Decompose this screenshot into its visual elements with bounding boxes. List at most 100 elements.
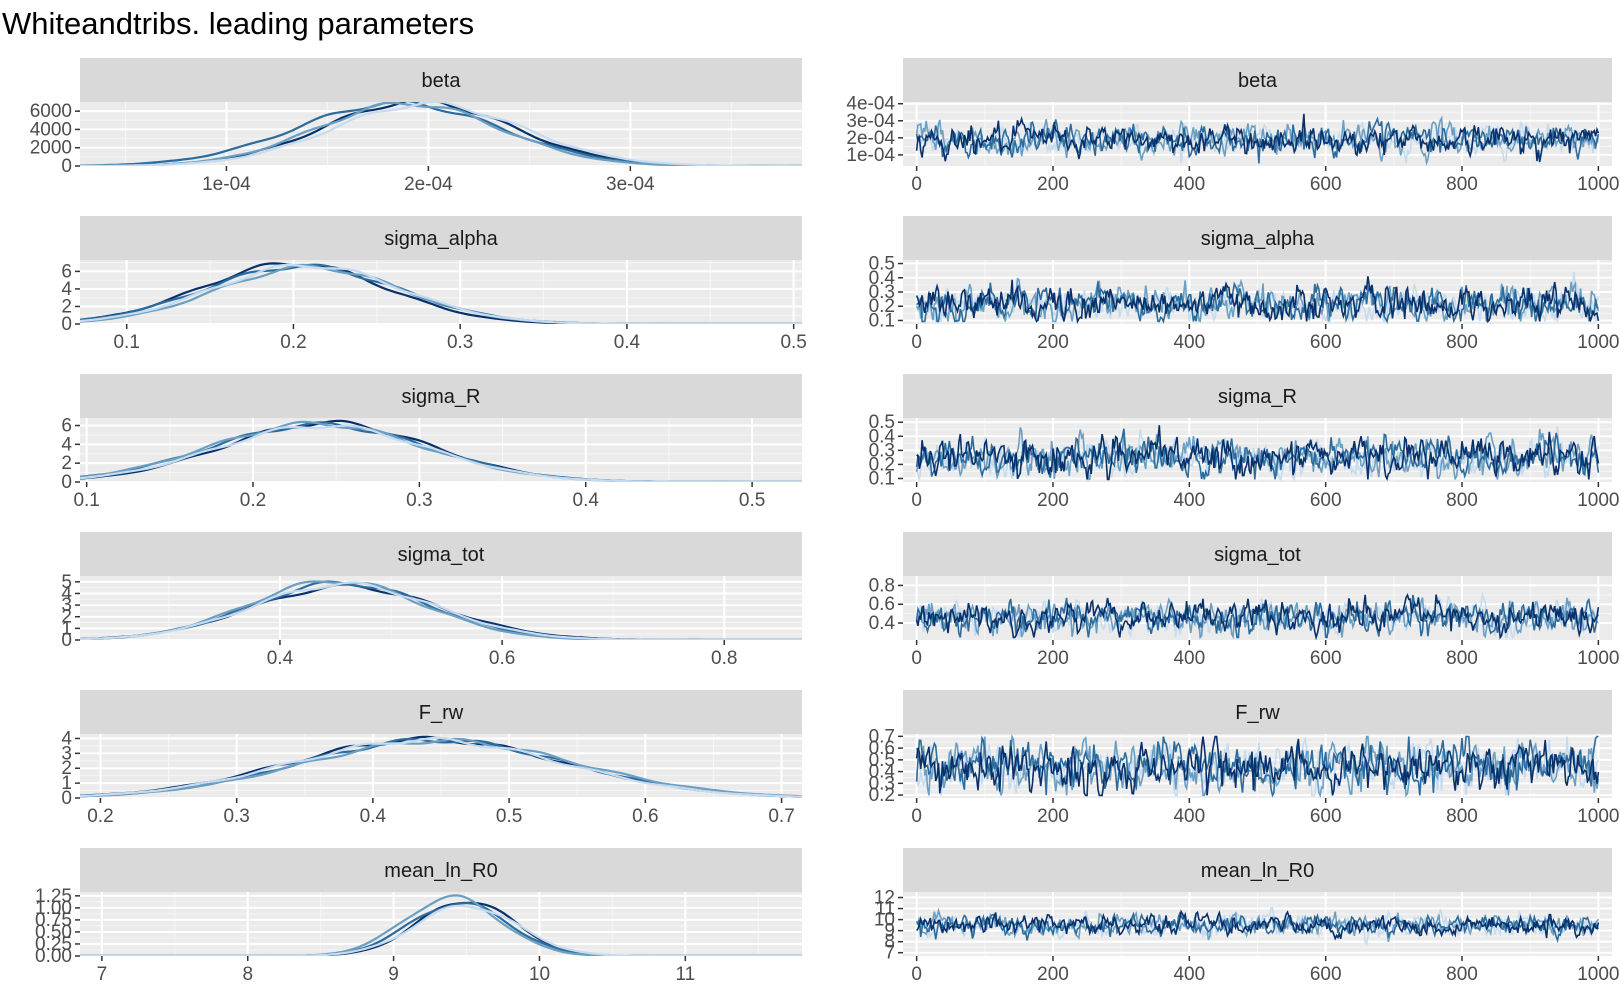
series-group <box>915 113 1600 166</box>
y-tick-label: 0.1 <box>869 310 895 331</box>
facet-strip <box>80 848 802 892</box>
x-tick-label: 0.3 <box>223 806 249 827</box>
facet-label: mean_ln_R0 <box>384 860 497 882</box>
y-tick-label: 1.25 <box>35 886 72 907</box>
y-tick-label: 0.2 <box>869 296 895 317</box>
x-tick-label: 0.6 <box>632 806 658 827</box>
density-line-chain-3 <box>80 894 802 956</box>
x-tick-label: 0.6 <box>489 648 515 669</box>
x-tick-label: 2e-04 <box>404 174 453 195</box>
x-tick-label: 0.7 <box>768 806 794 827</box>
facet-label: beta <box>422 70 462 92</box>
x-tick-label: 800 <box>1446 332 1478 353</box>
x-tick-label: 0.5 <box>496 806 522 827</box>
x-tick-label: 0.3 <box>447 332 473 353</box>
y-tick-label: 0.00 <box>35 946 72 967</box>
facet-strip <box>903 532 1612 576</box>
y-tick-label: 2e-04 <box>846 128 895 149</box>
y-tick-label: 2 <box>61 453 72 474</box>
x-tick-label: 0.8 <box>711 648 737 669</box>
y-tick-label: 3 <box>61 595 72 616</box>
x-tick-label: 0 <box>911 964 922 985</box>
y-tick-label: 0.75 <box>35 910 72 931</box>
y-tick-label: 8 <box>884 932 895 953</box>
y-tick-label: 0.2 <box>869 785 895 806</box>
x-tick-label: 200 <box>1037 332 1069 353</box>
y-tick-label: 0 <box>61 156 72 177</box>
x-tick-label: 200 <box>1037 806 1069 827</box>
trace-line-chain-3 <box>915 277 1600 323</box>
x-tick-label: 200 <box>1037 648 1069 669</box>
facet-label: sigma_tot <box>1214 544 1301 566</box>
y-tick-label: 2 <box>61 607 72 628</box>
y-tick-label: 4000 <box>30 119 72 140</box>
y-tick-label: 10 <box>874 910 895 931</box>
x-tick-label: 1000 <box>1577 648 1619 669</box>
x-tick-label: 8 <box>242 964 253 985</box>
y-tick-label: 0.4 <box>869 268 896 289</box>
x-tick-label: 800 <box>1446 174 1478 195</box>
y-tick-label: 0 <box>61 788 72 809</box>
x-tick-label: 400 <box>1173 490 1205 511</box>
trace-line-chain-1 <box>915 909 1600 941</box>
series-group <box>915 271 1600 324</box>
trace-line-chain-1 <box>915 593 1600 640</box>
facet-strip <box>80 532 802 576</box>
panel-trace-sigma_tot: sigma_tot 0 200 400 600 800 1000 0.40.60.8 <box>869 532 1620 669</box>
x-tick-label: 1000 <box>1577 806 1619 827</box>
trace-line-chain-2 <box>916 281 1599 324</box>
y-tick-label: 9 <box>884 921 895 942</box>
y-tick-label: 1e-04 <box>846 145 895 166</box>
y-tick-label: 0 <box>61 472 72 493</box>
series-group <box>80 894 802 956</box>
y-tick-label: 0.4 <box>869 613 896 634</box>
facet-strip <box>80 216 802 260</box>
x-tick-label: 600 <box>1310 332 1342 353</box>
y-tick-label: 11 <box>875 899 895 920</box>
page-title: Whiteandtribs. leading parameters <box>2 6 475 41</box>
plot-panel <box>80 102 802 166</box>
y-tick-label: 6 <box>61 416 72 437</box>
plot-panel <box>80 892 802 956</box>
x-tick-label: 400 <box>1173 174 1205 195</box>
y-tick-label: 6 <box>61 261 72 282</box>
y-tick-label: 0.50 <box>35 922 72 943</box>
x-tick-label: 600 <box>1310 174 1342 195</box>
x-tick-label: 0 <box>911 648 922 669</box>
y-tick-label: 2 <box>61 758 72 779</box>
facet-label: mean_ln_R0 <box>1201 860 1314 882</box>
x-tick-label: 400 <box>1173 964 1205 985</box>
series-group <box>80 419 802 482</box>
y-tick-label: 0.4 <box>869 762 896 783</box>
series-group <box>915 734 1600 798</box>
density-line-chain-4 <box>80 904 802 956</box>
y-tick-label: 0.6 <box>869 594 895 615</box>
density-line-chain-4 <box>80 736 802 798</box>
x-tick-label: 10 <box>529 964 550 985</box>
y-tick-label: 0.1 <box>869 468 895 489</box>
density-line-chain-4 <box>80 102 802 166</box>
x-tick-label: 0.1 <box>73 490 99 511</box>
x-tick-label: 1000 <box>1577 490 1619 511</box>
x-tick-label: 11 <box>675 964 695 985</box>
density-line-chain-4 <box>80 424 802 482</box>
x-tick-label: 800 <box>1446 806 1478 827</box>
trace-line-chain-1 <box>915 113 1600 163</box>
series-group <box>915 591 1600 640</box>
x-tick-label: 800 <box>1446 490 1478 511</box>
facet-strip <box>80 690 802 734</box>
facet-label: sigma_tot <box>398 544 485 566</box>
x-tick-label: 200 <box>1037 964 1069 985</box>
y-tick-label: 0.3 <box>869 440 895 461</box>
y-tick-label: 0 <box>61 314 72 335</box>
x-tick-label: 0 <box>911 806 922 827</box>
x-tick-label: 0.5 <box>780 332 806 353</box>
y-tick-label: 4 <box>61 279 72 300</box>
y-tick-label: 0.4 <box>869 426 896 447</box>
y-tick-label: 1 <box>61 618 72 639</box>
